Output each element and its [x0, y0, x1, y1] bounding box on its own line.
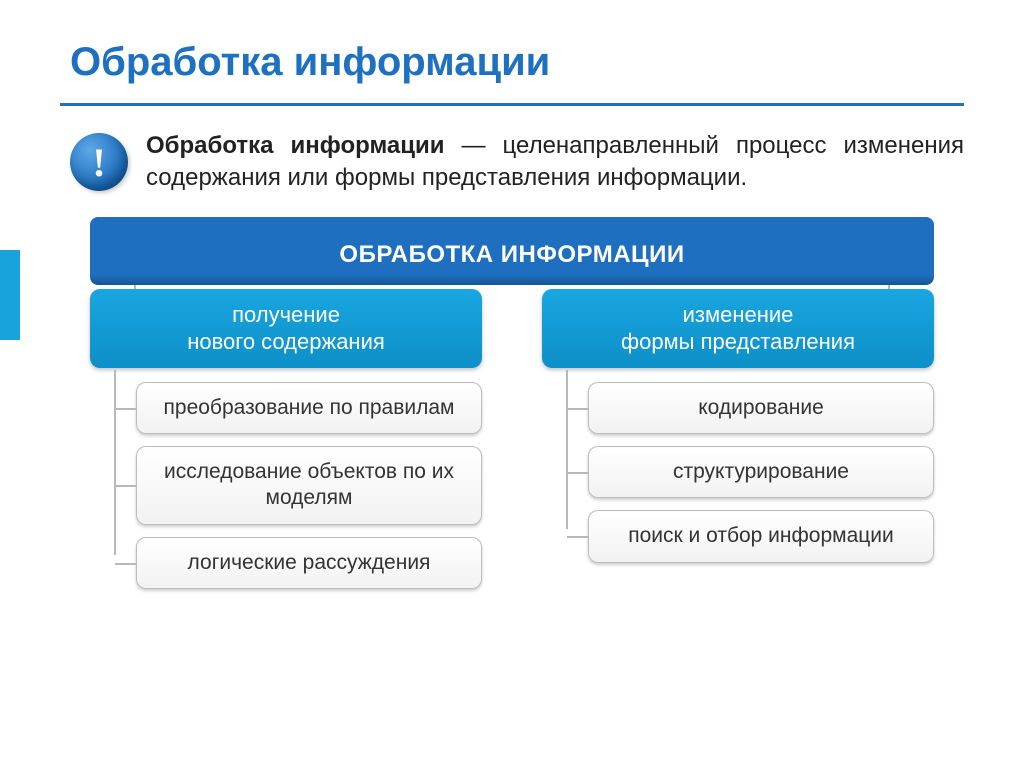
slide: Обработка информации ! Обработка информа… [0, 0, 1024, 609]
exclamation-icon: ! [70, 133, 128, 191]
leaf-item: исследование объектов по их моделям [136, 446, 482, 525]
leaf-wrap-right: кодирование структурирование поиск и отб… [542, 370, 934, 563]
exclamation-glyph: ! [92, 139, 105, 186]
branch-left: получение нового содержания преобразован… [90, 289, 482, 589]
leaf-item: преобразование по правилам [136, 382, 482, 434]
diagram-root-label: ОБРАБОТКА ИНФОРМАЦИИ [339, 241, 684, 268]
branch-head-right-line1: изменение формы представления [621, 302, 855, 355]
branch-right: изменение формы представления кодировани… [542, 289, 934, 589]
definition-block: ! Обработка информации — целенаправленны… [60, 130, 964, 195]
branch-head-left: получение нового содержания [90, 289, 482, 368]
leaf-item: поиск и отбор информации [588, 510, 934, 562]
branch-head-left-line1: получение нового содержания [187, 302, 385, 355]
title-divider [60, 103, 964, 106]
leaf-item: логические рассуждения [136, 537, 482, 589]
leaf-item: кодирование [588, 382, 934, 434]
diagram-root: ОБРАБОТКА ИНФОРМАЦИИ [90, 217, 934, 285]
page-title: Обработка информации [60, 40, 964, 85]
leaf-wrap-left: преобразование по правилам исследование … [90, 370, 482, 589]
diagram: ОБРАБОТКА ИНФОРМАЦИИ получение нового со… [60, 217, 964, 589]
diagram-columns: получение нового содержания преобразован… [90, 289, 934, 589]
definition-bold: Обработка информации [146, 132, 445, 159]
definition-text: Обработка информации — целенаправленный … [146, 130, 964, 195]
branch-head-right: изменение формы представления [542, 289, 934, 368]
leaf-item: структурирование [588, 446, 934, 498]
